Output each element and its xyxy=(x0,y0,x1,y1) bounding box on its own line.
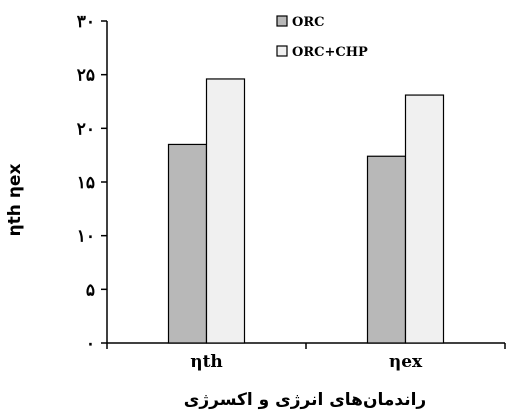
bar-orc-eta-th xyxy=(167,143,208,344)
y-tick-label: ١۵ xyxy=(77,173,95,193)
bars xyxy=(167,78,445,344)
bar-orc-chp-eta-ex xyxy=(404,94,445,344)
x-axis xyxy=(106,342,506,349)
legend-swatch xyxy=(276,45,288,57)
legend: ORC ORC+CHP xyxy=(276,15,368,60)
x-tick-label: ηex xyxy=(389,352,423,372)
y-axis-title: ηth ηex xyxy=(5,164,25,237)
bar-orc-eta-ex xyxy=(366,155,407,344)
y-tick-label: ١٠ xyxy=(77,227,95,247)
y-tick-label: ۵ xyxy=(86,280,95,300)
legend-swatch xyxy=(276,15,288,27)
y-tick-label: ٣٠ xyxy=(77,12,95,32)
bar-orc-chp-eta-th xyxy=(205,78,246,344)
x-tick-label: ηth xyxy=(190,352,223,372)
y-tick-label: ٢۵ xyxy=(77,66,95,86)
x-tick-labels: ηth ηex xyxy=(190,352,423,372)
y-tick-label: ٢٠ xyxy=(77,119,95,139)
y-tick-label: ٠ xyxy=(86,334,95,354)
y-axis: ٠ ۵ ١٠ ١۵ ٢٠ ٢۵ ٣٠ xyxy=(77,12,108,354)
legend-label: ORC+CHP xyxy=(292,45,368,60)
legend-label: ORC xyxy=(292,15,324,30)
x-axis-title: راندمان‌های انرژی و اکسرژی xyxy=(184,390,426,410)
